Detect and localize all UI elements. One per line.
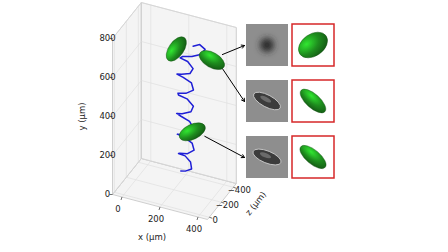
svg-text:400: 400	[99, 111, 115, 121]
svg-text:400: 400	[186, 224, 202, 234]
svg-text:z (μm): z (μm)	[243, 189, 268, 217]
svg-text:0: 0	[105, 189, 110, 199]
svg-text:y (μm): y (μm)	[77, 102, 87, 130]
svg-text:200: 200	[148, 214, 164, 224]
svg-text:0: 0	[213, 215, 218, 225]
svg-text:−200: −200	[216, 200, 239, 210]
svg-text:−400: −400	[228, 185, 251, 195]
svg-text:0: 0	[115, 204, 120, 214]
svg-text:600: 600	[99, 72, 115, 82]
svg-text:800: 800	[99, 33, 115, 43]
svg-text:200: 200	[99, 150, 115, 160]
svg-text:x (μm): x (μm)	[138, 232, 166, 242]
